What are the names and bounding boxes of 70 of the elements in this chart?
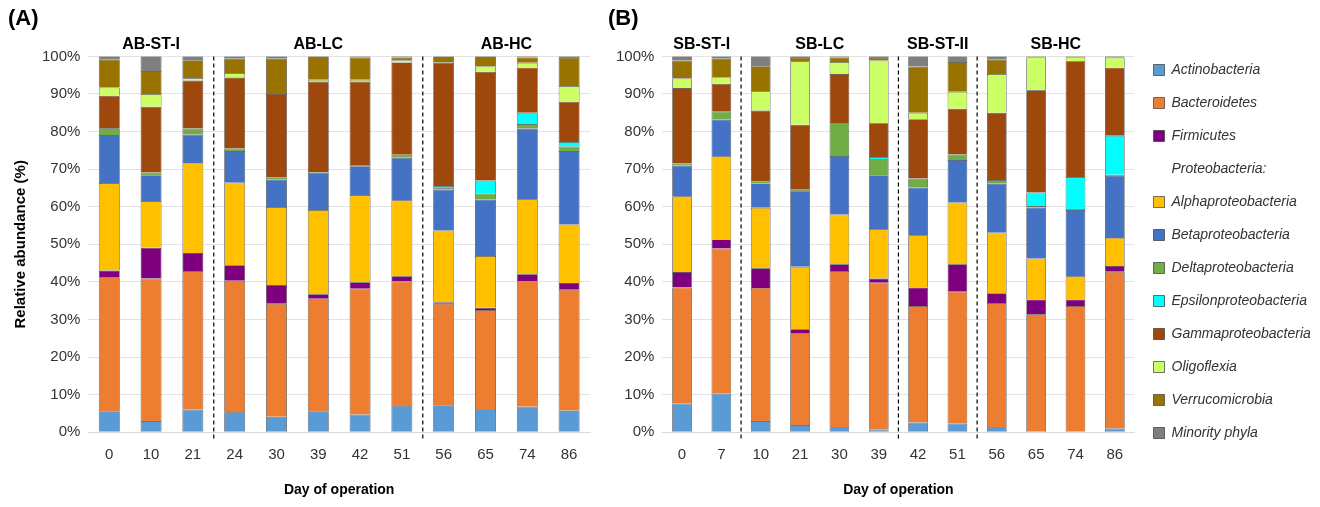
chart-title: (A)	[8, 5, 39, 31]
x-tick-label: 30	[268, 445, 285, 463]
y-tick-label: 60%	[50, 196, 81, 214]
y-tick-label: 40%	[50, 272, 81, 290]
x-tick-label: 51	[949, 445, 966, 463]
text: AB-LC	[293, 34, 344, 52]
text: SB-ST-II	[907, 34, 969, 52]
text: SB-ST-I	[673, 34, 731, 52]
x-tick-label: 10	[142, 445, 160, 463]
x-axis-title: Day of operation	[843, 481, 954, 498]
x-tick-label: 56	[988, 445, 1006, 463]
legend-label: Betaproteobacteria	[1171, 225, 1291, 242]
chart-title: (B)	[608, 5, 639, 31]
x-tick-label: 74	[518, 445, 536, 463]
y-tick-label: 100%	[41, 46, 81, 64]
y-tick-label: 20%	[624, 347, 655, 365]
legend-label: Oligoflexia	[1171, 357, 1238, 374]
y-tick-label: 60%	[624, 196, 655, 214]
x-tick-label: 86	[560, 445, 578, 463]
x-tick-label: 39	[870, 445, 888, 463]
x-axis-title: Day of operation	[283, 481, 395, 498]
legend-label: Minority phyla	[1171, 423, 1259, 440]
text: SB-LC	[795, 34, 845, 52]
x-tick-label: 24	[226, 445, 244, 463]
y-tick-label: 70%	[50, 159, 81, 177]
legend-label: Bacteroidetes	[1171, 93, 1258, 110]
legend-label: Firmicutes	[1171, 126, 1237, 143]
x-tick-label: 21	[791, 445, 809, 463]
x-tick-label: 42	[909, 445, 927, 463]
x-tick-label: 56	[435, 445, 453, 463]
y-tick-label: 50%	[624, 234, 655, 252]
x-tick-label: 65	[477, 445, 494, 463]
y-tick-label: 30%	[50, 309, 81, 327]
y-tick-label: 20%	[50, 347, 81, 365]
x-tick-label: 0	[105, 445, 114, 463]
y-tick-label: 30%	[624, 309, 655, 327]
y-axis-title: Relative abundance (%)	[11, 160, 29, 329]
legend-label: Gammaproteobacteria	[1171, 324, 1311, 341]
legend-label: Verrucomicrobia	[1171, 390, 1274, 407]
y-tick-label: 0%	[58, 422, 81, 440]
x-tick-label: 74	[1067, 445, 1084, 463]
x-tick-label: 10	[752, 445, 770, 463]
x-tick-label: 30	[831, 445, 848, 463]
x-tick-label: 86	[1106, 445, 1124, 463]
y-tick-label: 0%	[632, 422, 655, 440]
y-tick-label: 40%	[624, 272, 655, 290]
x-tick-label: 0	[677, 445, 687, 463]
y-tick-label: 70%	[624, 159, 655, 177]
x-tick-label: 65	[1027, 445, 1045, 463]
legend-label: Actinobacteria	[1170, 60, 1261, 77]
legend-label: Deltaproteobacteria	[1171, 258, 1294, 275]
y-tick-label: 90%	[50, 84, 81, 102]
x-tick-label: 51	[393, 445, 411, 463]
x-tick-label: 21	[184, 445, 202, 463]
legend-title: Proteobacteria:	[1171, 159, 1267, 176]
legend-label: Alphaproteobacteria	[1170, 192, 1298, 209]
text: AB-HC	[480, 34, 533, 52]
y-tick-label: 10%	[50, 384, 81, 402]
legend-label: Epsilonproteobacteria	[1171, 291, 1308, 308]
text: SB-HC	[1030, 34, 1082, 52]
y-tick-label: 50%	[50, 234, 81, 252]
y-tick-label: 80%	[50, 121, 81, 139]
x-tick-label: 39	[309, 445, 327, 463]
y-tick-label: 100%	[615, 46, 655, 64]
y-tick-label: 80%	[624, 121, 655, 139]
y-tick-label: 90%	[624, 84, 655, 102]
x-tick-label: 42	[351, 445, 369, 463]
x-tick-label: 7	[717, 445, 726, 463]
y-tick-label: 10%	[624, 384, 655, 402]
text: AB-ST-I	[122, 34, 180, 52]
